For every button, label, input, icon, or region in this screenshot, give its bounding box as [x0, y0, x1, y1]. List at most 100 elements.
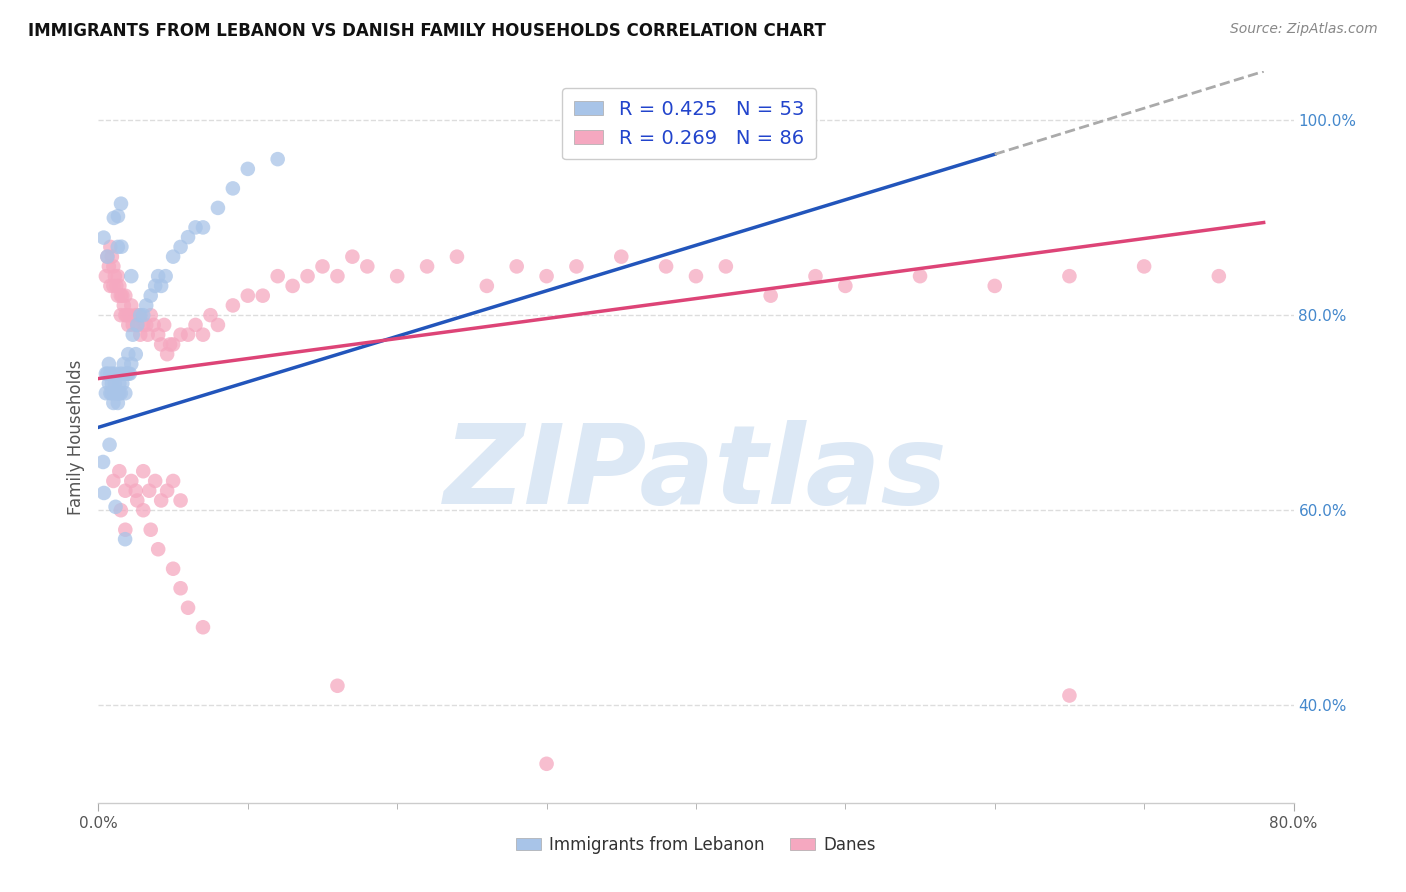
Point: [446, 250, 468, 264]
Point: [107, 396, 129, 410]
Point: [108, 386, 131, 401]
Point: [108, 376, 131, 391]
Point: [98, 240, 122, 254]
Point: [184, 220, 207, 235]
Point: [111, 288, 134, 302]
Point: [162, 250, 184, 264]
Point: [117, 347, 139, 361]
Point: [115, 308, 138, 322]
Point: [177, 327, 200, 342]
Point: [1059, 269, 1081, 284]
Point: [127, 318, 149, 332]
Point: [107, 269, 129, 284]
Point: [132, 318, 155, 332]
Point: [984, 279, 1007, 293]
Point: [148, 327, 170, 342]
Point: [97, 376, 120, 391]
Point: [150, 337, 173, 351]
Point: [1059, 689, 1081, 703]
Point: [105, 367, 128, 381]
Point: [159, 337, 181, 351]
Point: [129, 308, 152, 322]
Point: [96, 250, 118, 264]
Point: [110, 386, 132, 401]
Point: [200, 308, 222, 322]
Y-axis label: Family Households: Family Households: [66, 359, 84, 515]
Point: [101, 376, 124, 391]
Point: [326, 679, 349, 693]
Point: [91, 455, 114, 469]
Point: [148, 542, 170, 557]
Point: [132, 308, 155, 322]
Point: [117, 318, 139, 332]
Point: [356, 260, 378, 274]
Point: [759, 288, 782, 302]
Point: [114, 367, 136, 381]
Point: [132, 464, 155, 478]
Point: [169, 327, 191, 342]
Point: [104, 269, 127, 284]
Point: [115, 367, 138, 381]
Point: [150, 279, 173, 293]
Point: [93, 230, 115, 244]
Point: [281, 279, 304, 293]
Point: [114, 532, 136, 546]
Point: [127, 493, 149, 508]
Point: [94, 386, 117, 401]
Point: [177, 230, 200, 244]
Point: [108, 464, 131, 478]
Point: [136, 327, 159, 342]
Point: [416, 260, 439, 274]
Point: [103, 279, 125, 293]
Point: [103, 211, 125, 225]
Point: [101, 250, 124, 264]
Point: [177, 600, 200, 615]
Point: [104, 376, 127, 391]
Text: Source: ZipAtlas.com: Source: ZipAtlas.com: [1230, 22, 1378, 37]
Point: [1133, 260, 1156, 274]
Point: [655, 260, 678, 274]
Point: [252, 288, 274, 302]
Point: [107, 288, 129, 302]
Point: [222, 298, 245, 312]
Point: [139, 523, 162, 537]
Point: [111, 376, 134, 391]
Point: [169, 581, 191, 595]
Point: [143, 474, 166, 488]
Point: [96, 250, 118, 264]
Point: [96, 367, 118, 381]
Point: [94, 269, 117, 284]
Point: [104, 500, 127, 514]
Point: [150, 493, 173, 508]
Point: [98, 367, 122, 381]
Point: [104, 386, 127, 401]
Point: [110, 503, 132, 517]
Point: [112, 298, 135, 312]
Point: [536, 269, 558, 284]
Point: [114, 386, 136, 401]
Point: [98, 386, 122, 401]
Point: [138, 483, 160, 498]
Point: [207, 318, 229, 332]
Point: [107, 240, 129, 254]
Point: [103, 474, 125, 488]
Legend: Immigrants from Lebanon, Danes: Immigrants from Lebanon, Danes: [509, 829, 883, 860]
Text: ZIPatlas: ZIPatlas: [444, 420, 948, 527]
Point: [297, 269, 319, 284]
Point: [110, 240, 132, 254]
Point: [125, 308, 148, 322]
Point: [142, 318, 165, 332]
Point: [107, 386, 129, 401]
Point: [135, 298, 157, 312]
Point: [114, 308, 136, 322]
Point: [121, 327, 143, 342]
Point: [108, 279, 131, 293]
Point: [834, 279, 856, 293]
Point: [191, 620, 214, 634]
Point: [156, 347, 179, 361]
Point: [236, 288, 259, 302]
Point: [121, 318, 143, 332]
Point: [169, 240, 191, 254]
Point: [475, 279, 498, 293]
Point: [565, 260, 588, 274]
